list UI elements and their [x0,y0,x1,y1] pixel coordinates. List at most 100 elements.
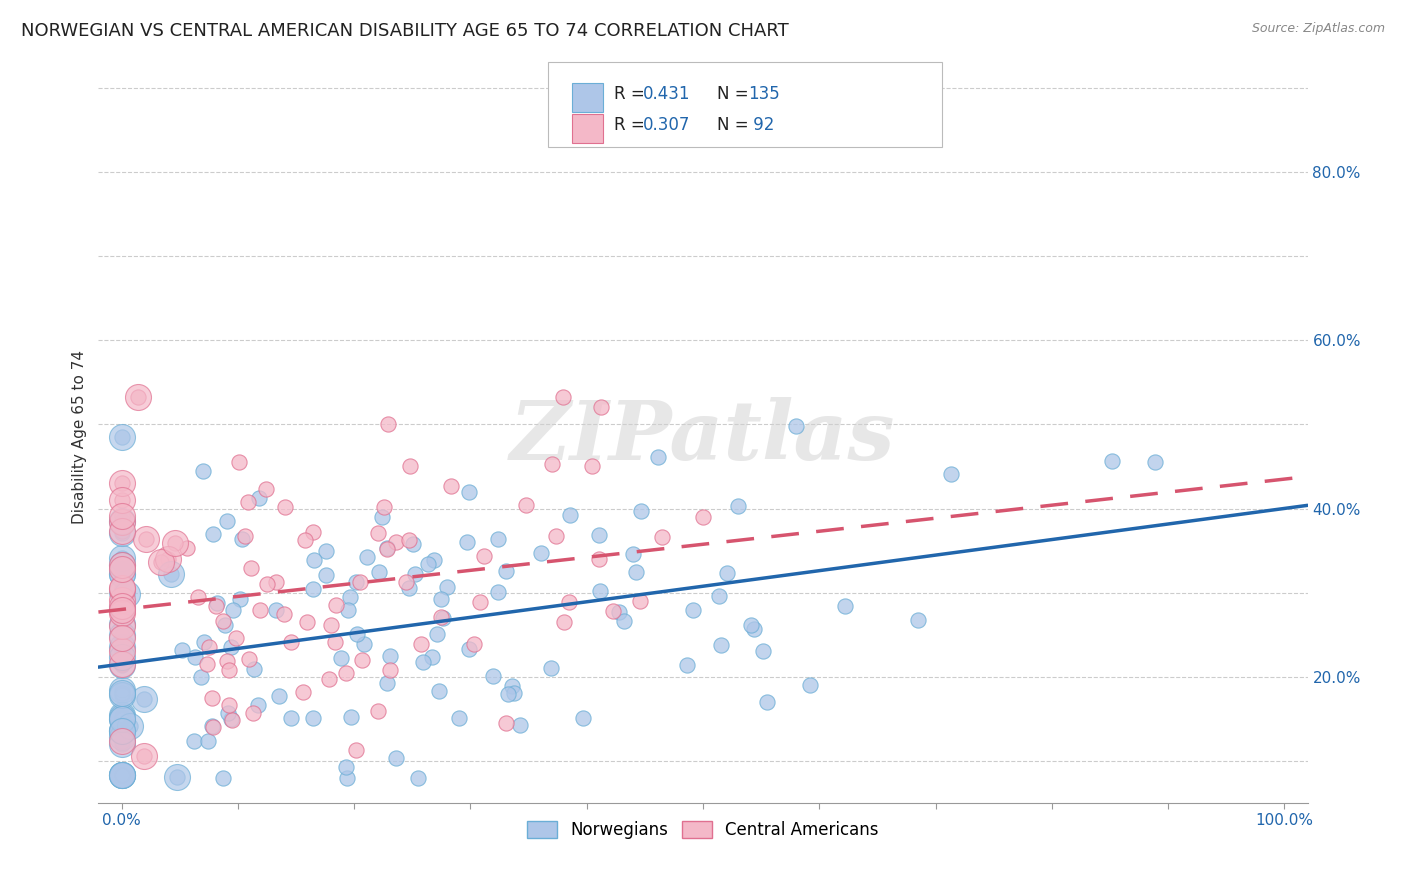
Point [111,708,134,723]
Point [197,734,219,748]
Point [571,711,593,725]
Point [551,390,574,404]
Point [135,532,157,546]
Point [111,562,134,576]
Text: R =: R = [614,116,651,134]
Point [187,591,209,605]
Point [834,599,856,614]
Point [111,657,134,672]
Point [118,719,141,733]
Point [111,724,134,739]
Point [111,723,134,738]
Point [335,665,357,680]
Point [402,537,425,551]
Point [429,683,451,698]
Point [183,734,205,748]
Point [613,614,636,628]
Point [344,742,367,756]
Point [249,603,271,617]
Point [176,541,198,555]
Point [404,566,426,581]
Point [242,706,264,721]
Point [160,567,183,582]
Point [111,476,134,491]
Point [111,524,134,538]
Point [150,555,173,569]
Point [626,565,648,579]
Point [111,644,134,658]
Point [623,547,645,561]
Point [219,712,242,726]
Point [399,458,422,473]
Point [558,508,581,523]
Point [111,712,134,726]
Point [423,553,446,567]
Point [134,749,156,764]
Point [238,651,260,665]
Text: Source: ZipAtlas.com: Source: ZipAtlas.com [1251,22,1385,36]
Y-axis label: Disability Age 65 to 74: Disability Age 65 to 74 [72,350,87,524]
Point [111,688,134,702]
Point [939,467,962,481]
Point [111,585,134,599]
Point [740,617,762,632]
Point [367,526,389,541]
Point [325,598,347,612]
Point [498,687,520,701]
Point [111,768,134,782]
Point [509,718,531,732]
Point [111,558,134,572]
Point [370,509,392,524]
Point [111,603,134,617]
Point [166,770,188,784]
Point [553,615,575,629]
Point [111,476,134,491]
Point [157,551,180,566]
Point [264,603,287,617]
Point [375,676,398,690]
Point [111,734,134,748]
Point [132,692,155,706]
Point [530,546,553,560]
Point [323,635,346,649]
Point [589,400,612,414]
Point [111,712,134,726]
Point [111,657,134,672]
Point [375,541,398,556]
Point [127,390,149,404]
Text: 135: 135 [748,85,780,103]
Point [111,601,134,615]
Point [501,679,523,693]
Point [373,500,395,514]
Point [132,692,155,706]
Point [111,631,134,645]
Text: NORWEGIAN VS CENTRAL AMERICAN DISABILITY AGE 65 TO 74 CORRELATION CHART: NORWEGIAN VS CENTRAL AMERICAN DISABILITY… [21,22,789,40]
Point [111,683,134,698]
Point [111,683,134,698]
Point [716,566,738,580]
Point [339,590,361,604]
Point [408,771,430,785]
Point [202,719,225,733]
Point [160,567,183,582]
Text: N =: N = [717,116,754,134]
Point [111,650,134,665]
Point [111,631,134,645]
Point [111,524,134,538]
Point [111,508,134,523]
Point [111,582,134,596]
Point [292,684,315,698]
Point [111,592,134,607]
Point [111,657,134,671]
Point [111,526,134,541]
Point [217,515,239,529]
Point [486,532,509,546]
Point [541,457,564,471]
Point [111,709,134,723]
Point [481,669,503,683]
Point [426,627,449,641]
Point [398,582,420,596]
Point [515,499,537,513]
Point [111,724,134,739]
Point [1144,455,1167,469]
